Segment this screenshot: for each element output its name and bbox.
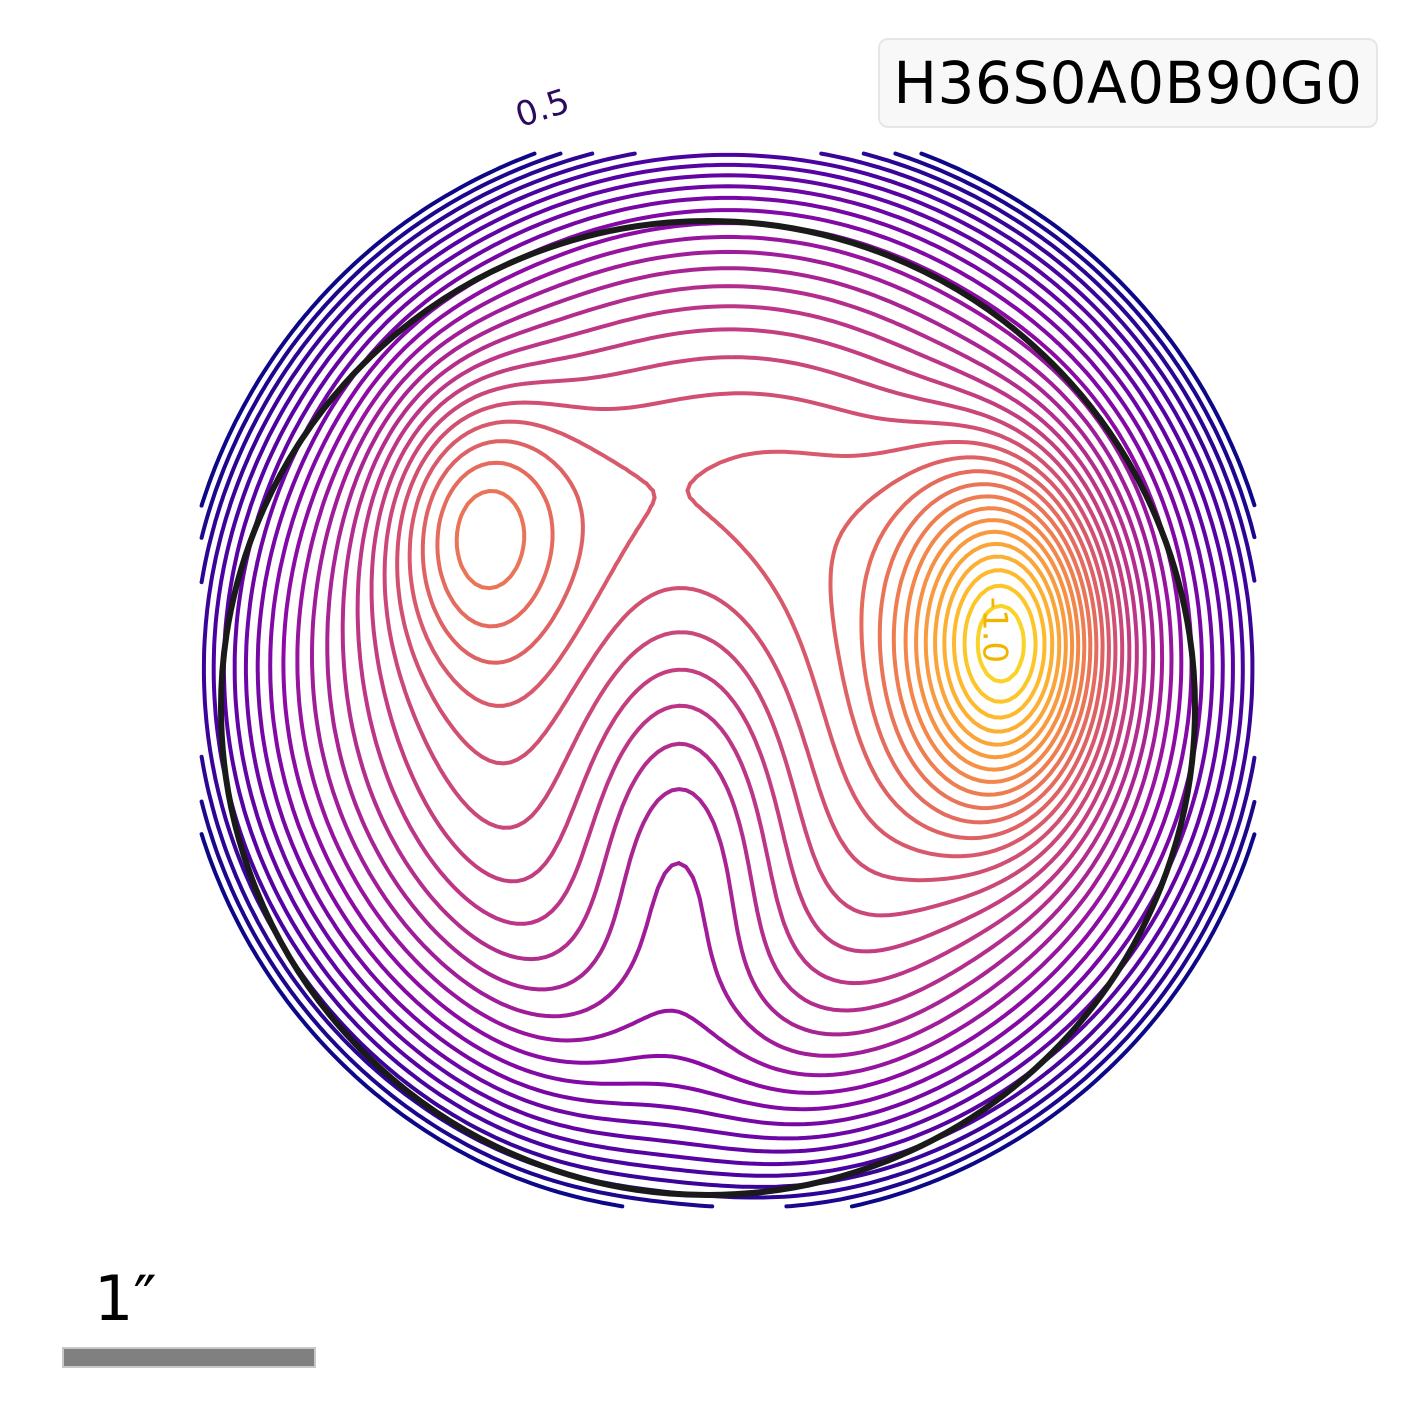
contour-line (369, 327, 1132, 954)
scale-bar (62, 1347, 316, 1368)
contour-line (942, 554, 1055, 734)
contour-line (903, 506, 1081, 784)
contour-line (395, 391, 1118, 883)
contour-line (310, 249, 1165, 1058)
contour-line (407, 419, 1111, 859)
contour-line (891, 494, 1087, 797)
contour-line (933, 541, 1062, 747)
contour-line (232, 173, 1225, 1154)
contour-line (975, 603, 1026, 684)
legend-label: H36S0A0B90G0 (893, 49, 1363, 117)
contour-label: 0.5 (511, 81, 575, 136)
contour-line (914, 518, 1075, 772)
contour-line (923, 529, 1068, 760)
scale-bar-label: 1″ (94, 1262, 157, 1335)
contour-line (221, 162, 1235, 1167)
contour-line (355, 304, 1139, 986)
contour-line (199, 151, 1257, 1209)
contour-line (325, 266, 1156, 1037)
contour-line (268, 208, 1194, 1112)
contour-line (420, 439, 1105, 841)
contour-line (454, 482, 1093, 811)
contour-line (962, 583, 1038, 704)
contour-line (340, 284, 1147, 1013)
contour-line (382, 355, 1125, 918)
contour-line (211, 152, 1245, 1178)
contour-line (952, 568, 1047, 720)
contour-line (435, 460, 1099, 825)
legend: H36S0A0B90G0 (878, 38, 1378, 128)
contour-lines (199, 151, 1257, 1209)
critical-curve (218, 218, 1198, 1198)
contour-line (295, 234, 1174, 1078)
contour-label: -1.0 (975, 597, 1015, 663)
contour-line (199, 151, 1257, 1209)
